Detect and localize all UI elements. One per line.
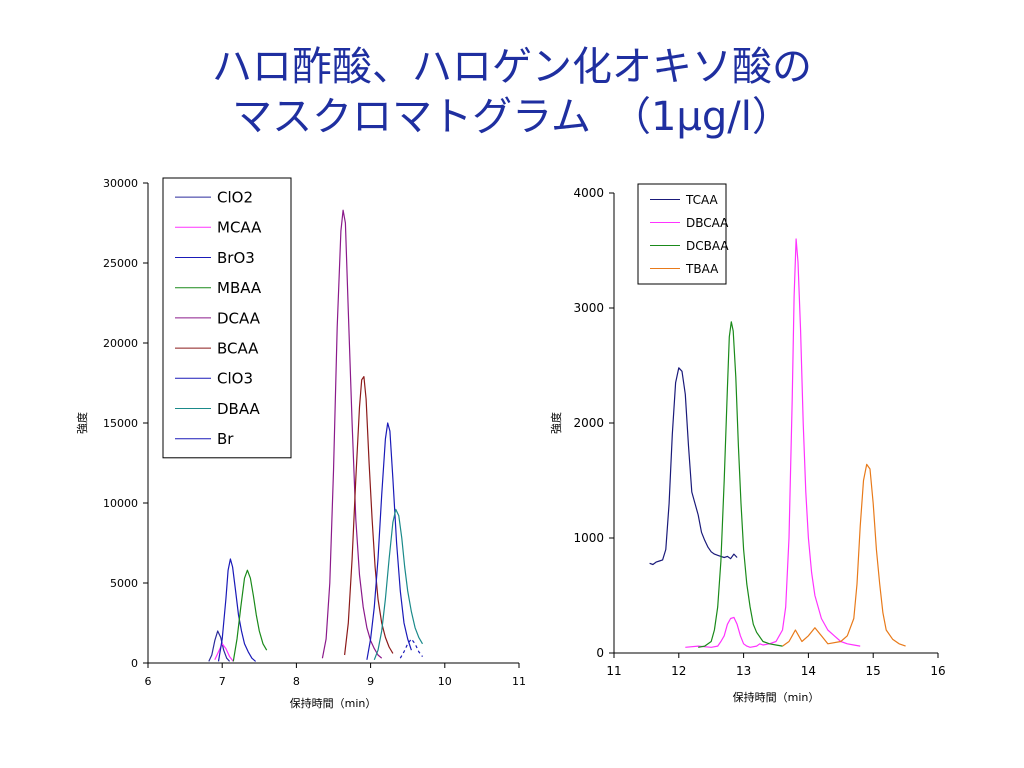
left-x-tick-label: 9 xyxy=(367,675,374,688)
left-chart-group: 6 7 8 9 10 11 0 5000 10000 15000 20000 25000 30000 保持… xyxy=(75,177,526,710)
left-series-clo2-line xyxy=(208,630,231,662)
right-x-tick-label: 11 xyxy=(606,664,621,678)
left-series-dcaa-line xyxy=(321,209,383,659)
left-series-bro3-line xyxy=(217,558,256,662)
left-x-tick-label: 10 xyxy=(438,675,452,688)
left-legend-label: MCAA xyxy=(217,219,262,237)
right-legend-label: TCAA xyxy=(685,193,719,207)
left-y-tick-label: 10000 xyxy=(103,497,138,510)
left-y-axis-label: 強度 xyxy=(75,412,89,434)
left-y-tick-label: 25000 xyxy=(103,257,138,270)
left-legend-label: ClO2 xyxy=(217,189,253,207)
left-x-tick-label: 7 xyxy=(219,675,226,688)
right-legend-label: DCBAA xyxy=(686,239,729,253)
left-legend-label: BCAA xyxy=(217,340,259,358)
right-series-dcbaa-line xyxy=(698,321,783,648)
right-chart-group: 11 12 13 14 15 16 0 1000 2000 3000 4000 保持時間（min） 強度… xyxy=(549,183,946,704)
right-series-tcaa-line xyxy=(649,367,738,566)
left-legend-label: Br xyxy=(217,430,234,448)
right-y-tick-label: 0 xyxy=(596,646,604,660)
right-series-tbaa-line xyxy=(782,463,906,647)
left-y-tick-label: 5000 xyxy=(110,577,138,590)
right-x-tick-label: 14 xyxy=(801,664,816,678)
right-x-tick-label: 12 xyxy=(671,664,686,678)
left-x-axis-label: 保持時間（min） xyxy=(290,696,377,710)
left-legend-label: MBAA xyxy=(217,279,262,297)
right-y-tick-label: 4000 xyxy=(573,186,604,200)
right-legend-label: DBCAA xyxy=(686,216,729,230)
left-y-tick-label: 15000 xyxy=(103,417,138,430)
left-legend-label: BrO3 xyxy=(217,249,255,267)
right-legend-box xyxy=(637,183,727,285)
left-series-dbaa-line xyxy=(373,508,424,661)
left-x-tick-label: 8 xyxy=(293,675,300,688)
right-series-dbcaa-line xyxy=(685,238,861,648)
right-y-tick-label: 1000 xyxy=(573,531,604,545)
left-y-tick-label: 20000 xyxy=(103,337,138,350)
right-y-axis-label: 強度 xyxy=(549,412,563,434)
slide-title-line2: マスクロマトグラム （1μg/l） xyxy=(232,94,792,140)
left-legend-label: DCAA xyxy=(217,309,261,327)
right-y-tick-label: 2000 xyxy=(573,416,604,430)
right-x-tick-label: 13 xyxy=(736,664,751,678)
left-y-tick-label: 0 xyxy=(131,657,138,670)
slide-title: ハロ酢酸、ハロゲン化オキソ酸の マスクロマトグラム （1μg/l） xyxy=(0,42,1024,142)
right-x-tick-label: 16 xyxy=(930,664,945,678)
left-series-mbaa-line xyxy=(232,569,268,662)
right-legend-label: TBAA xyxy=(685,262,719,276)
right-y-tick-label: 3000 xyxy=(573,301,604,315)
right-x-axis-label: 保持時間（min） xyxy=(733,690,820,704)
left-series-br-line xyxy=(399,638,423,659)
left-x-tick-label: 6 xyxy=(145,675,152,688)
right-x-tick-label: 15 xyxy=(866,664,881,678)
left-x-tick-label: 11 xyxy=(512,675,526,688)
left-series-mcaa-line xyxy=(214,643,234,662)
left-legend-label: ClO3 xyxy=(217,370,253,388)
left-y-tick-label: 30000 xyxy=(103,177,138,190)
left-legend-label: DBAA xyxy=(217,400,261,418)
left-series-clo3-line xyxy=(366,422,412,660)
left-series-bcaa-line xyxy=(344,376,394,656)
slide-title-line1: ハロ酢酸、ハロゲン化オキソ酸の xyxy=(212,44,812,90)
